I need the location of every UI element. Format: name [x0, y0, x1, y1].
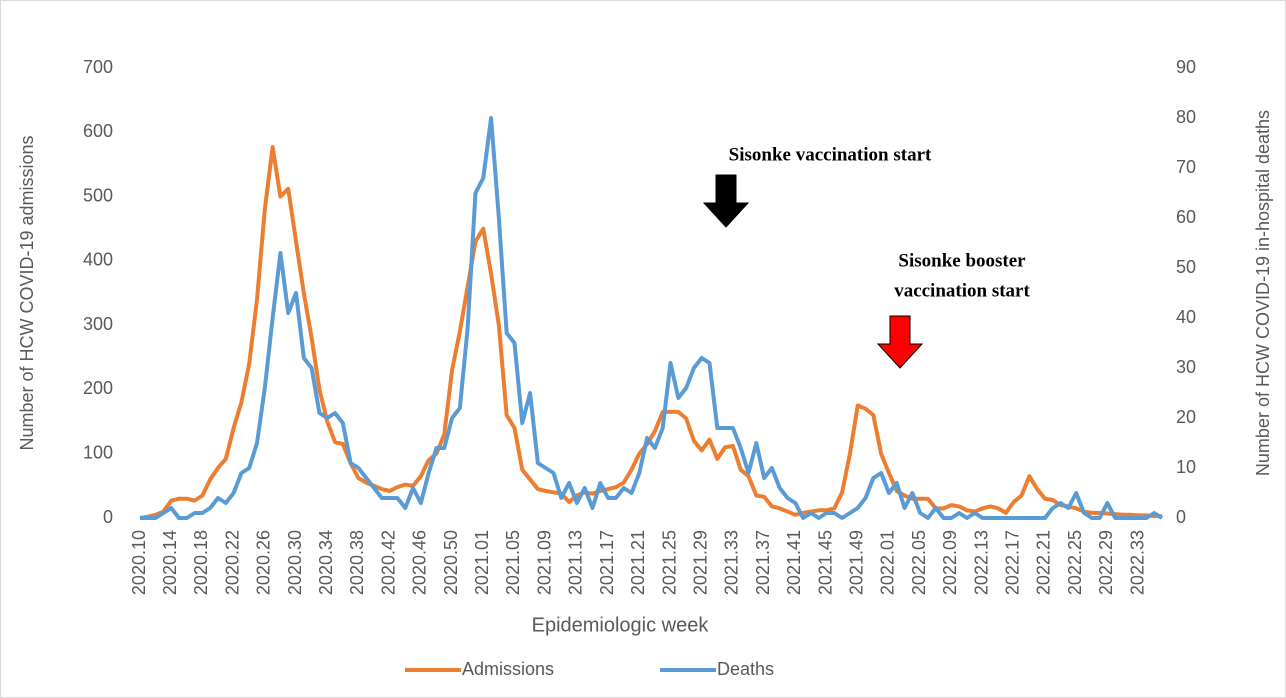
y2-tick-label: 0 [1176, 507, 1186, 527]
y-axis-title: Number of HCW COVID-19 admissions [17, 135, 37, 450]
y-tick-label: 200 [83, 378, 113, 398]
x-tick-label: 2020.10 [129, 530, 149, 595]
y-tick-label: 0 [103, 507, 113, 527]
y2-tick-label: 20 [1176, 407, 1196, 427]
annotation: Sisonke vaccination start [729, 144, 932, 165]
x-tick-label: 2021.41 [784, 530, 804, 595]
y2-tick-label: 30 [1176, 357, 1196, 377]
y2-tick-label: 10 [1176, 457, 1196, 477]
x-tick-label: 2022.09 [940, 530, 960, 595]
y-tick-label: 700 [83, 57, 113, 77]
x-tick-label: 2022.21 [1034, 530, 1054, 595]
x-tick-label: 2020.46 [410, 530, 430, 595]
x-tick-label: 2022.05 [909, 530, 929, 595]
x-tick-label: 2021.05 [503, 530, 523, 595]
legend-label: Deaths [717, 659, 774, 679]
annotation-arrow [702, 174, 750, 228]
x-tick-label: 2021.25 [659, 530, 679, 595]
x-tick-label: 2020.50 [441, 530, 461, 595]
x-tick-label: 2021.01 [472, 530, 492, 595]
x-tick-label: 2022.25 [1065, 530, 1085, 595]
y2-tick-label: 50 [1176, 257, 1196, 277]
x-tick-label: 2020.22 [222, 530, 242, 595]
x-tick-label: 2021.33 [722, 530, 742, 595]
series-line [140, 116, 1164, 520]
y-tick-label: 400 [83, 250, 113, 270]
y2-tick-label: 80 [1176, 107, 1196, 127]
x-tick-label: 2022.33 [1127, 530, 1147, 595]
x-tick-label: 2021.45 [815, 530, 835, 595]
annotation: vaccination start [894, 280, 1030, 301]
y2-tick-label: 70 [1176, 157, 1196, 177]
series-line [139, 145, 1162, 520]
x-tick-label: 2020.38 [347, 530, 367, 595]
x-tick-label: 2021.17 [597, 530, 617, 595]
x-tick-label: 2021.21 [628, 530, 648, 595]
x-tick-label: 2021.29 [690, 530, 710, 595]
x-tick-label: 2022.17 [1003, 530, 1023, 595]
y2-tick-label: 90 [1176, 57, 1196, 77]
annotation-arrow [876, 315, 924, 369]
x-tick-label: 2020.18 [191, 530, 211, 595]
x-tick-label: 2022.13 [971, 530, 991, 595]
y-tick-label: 500 [83, 185, 113, 205]
x-axis-title: Epidemiologic week [532, 614, 710, 636]
x-tick-label: 2020.26 [254, 530, 274, 595]
x-tick-label: 2021.09 [534, 530, 554, 595]
x-tick-label: 2022.29 [1096, 530, 1116, 595]
x-tick-label: 2020.14 [160, 530, 180, 595]
legend-label: Admissions [462, 659, 554, 679]
y-tick-label: 600 [83, 121, 113, 141]
x-tick-label: 2020.42 [378, 530, 398, 595]
y-tick-label: 300 [83, 314, 113, 334]
x-tick-label: 2021.37 [753, 530, 773, 595]
x-tick-label: 2021.13 [566, 530, 586, 595]
y2-tick-label: 60 [1176, 207, 1196, 227]
x-tick-label: 2021.49 [846, 530, 866, 595]
y2-tick-label: 40 [1176, 307, 1196, 327]
x-tick-label: 2022.01 [878, 530, 898, 595]
annotation: Sisonke booster [898, 250, 1026, 271]
y-tick-label: 100 [83, 442, 113, 462]
y2-axis-title: Number of HCW COVID-19 in-hospital death… [1253, 110, 1273, 476]
x-tick-label: 2020.34 [316, 530, 336, 595]
x-tick-label: 2020.30 [285, 530, 305, 595]
